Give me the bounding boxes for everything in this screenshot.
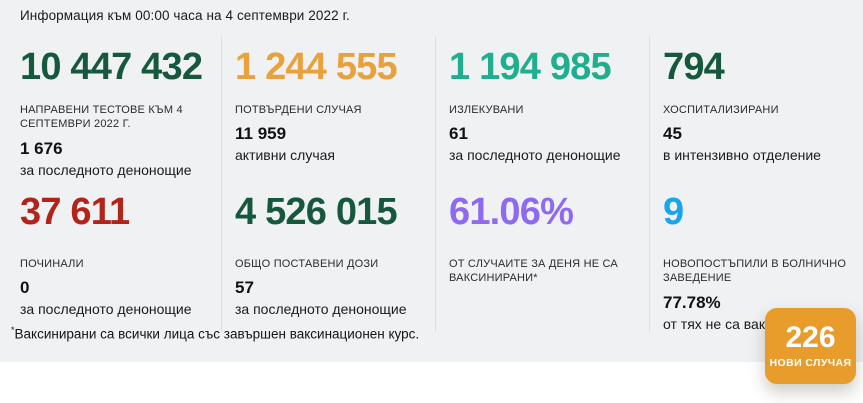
stat-sub-label: за последното денонощие [449,147,621,164]
footnote-text: Ваксинирани са всички лица със завършен … [14,326,420,342]
stat-value: 37 611 [20,191,130,233]
stat-label: ПОЧИНАЛИ [20,258,84,270]
stat-label: ОБЩО ПОСТАВЕНИ ДОЗИ [235,258,379,270]
stat-value: 10 447 432 [20,46,203,88]
stat-row-2: 37 611 ПОЧИНАЛИ 0 за последното денонощи… [7,165,863,332]
stat-label: ОТ СЛУЧАИТЕ ЗА ДЕНЯ НЕ СА ВАКСИНИРАНИ* [449,258,618,285]
stat-sub-value: 11 959 [235,124,287,144]
stat-sub-label: за последното денонощие [20,161,192,178]
stat-label: ИЗЛЕКУВАНИ [449,104,524,116]
stat-sub-value: 57 [235,278,254,298]
stat-card-tests: 10 447 432 НАПРАВЕНИ ТЕСТОВЕ КЪМ 4 СЕПТЕ… [7,36,221,178]
stat-sub-value: 45 [663,124,682,144]
stat-sub-label: активни случая [235,147,336,164]
stat-sub-label: за последното денонощие [235,301,407,318]
stat-row-1: 10 447 432 НАПРАВЕНИ ТЕСТОВЕ КЪМ 4 СЕПТЕ… [7,36,863,178]
stat-sub-value: 0 [20,278,30,298]
stat-sub-value: 77.78% [663,292,721,312]
stat-value: 1 194 985 [449,46,612,88]
stat-sub-value: 61 [449,124,468,144]
stat-label: НАПРАВЕНИ ТЕСТОВЕ КЪМ 4 СЕПТЕМВРИ 2022 Г… [20,104,183,131]
new-cases-label: НОВИ СЛУЧАЯ [769,357,852,369]
stat-label: НОВОПОСТЪПИЛИ В БОЛНИЧНО ЗАВЕДЕНИЕ [663,258,847,285]
stats-panel: Информация към 00:00 часа на 4 септември… [0,0,863,362]
new-cases-count: 226 [785,321,836,354]
stat-value: 9 [663,191,684,233]
stat-label: ПОТВЪРДЕНИ СЛУЧАЯ [235,104,362,116]
stat-card-doses: 4 526 015 ОБЩО ПОСТАВЕНИ ДОЗИ 57 за посл… [221,165,435,332]
stat-value: 61.06% [449,191,574,233]
stat-card-recovered: 1 194 985 ИЗЛЕКУВАНИ 61 за последното де… [435,36,649,178]
info-timestamp: Информация към 00:00 часа на 4 септември… [20,8,350,23]
stat-sub-label: за последното денонощие [20,301,192,318]
stat-value: 1 244 555 [235,46,398,88]
stat-card-unvaccinated-cases: 61.06% ОТ СЛУЧАИТЕ ЗА ДЕНЯ НЕ СА ВАКСИНИ… [435,165,649,332]
stat-label: ХОСПИТАЛИЗИРАНИ [663,104,779,116]
stat-value: 794 [663,46,725,88]
stat-card-confirmed: 1 244 555 ПОТВЪРДЕНИ СЛУЧАЯ 11 959 актив… [221,36,435,178]
stat-card-new-admissions: 9 НОВОПОСТЪПИЛИ В БОЛНИЧНО ЗАВЕДЕНИЕ 77.… [649,165,863,332]
stat-sub-value: 1 676 [20,138,63,158]
stat-value: 4 526 015 [235,191,398,233]
stat-sub-label: в интензивно отделение [663,147,821,164]
stat-card-deceased: 37 611 ПОЧИНАЛИ 0 за последното денонощи… [7,165,221,332]
new-cases-badge: 226 НОВИ СЛУЧАЯ [765,308,856,384]
stat-card-hospitalized: 794 ХОСПИТАЛИЗИРАНИ 45 в интензивно отде… [649,36,863,178]
vaccination-footnote: *Ваксинирани са всички лица със завършен… [11,325,863,342]
footnote-asterisk: * [11,325,15,335]
